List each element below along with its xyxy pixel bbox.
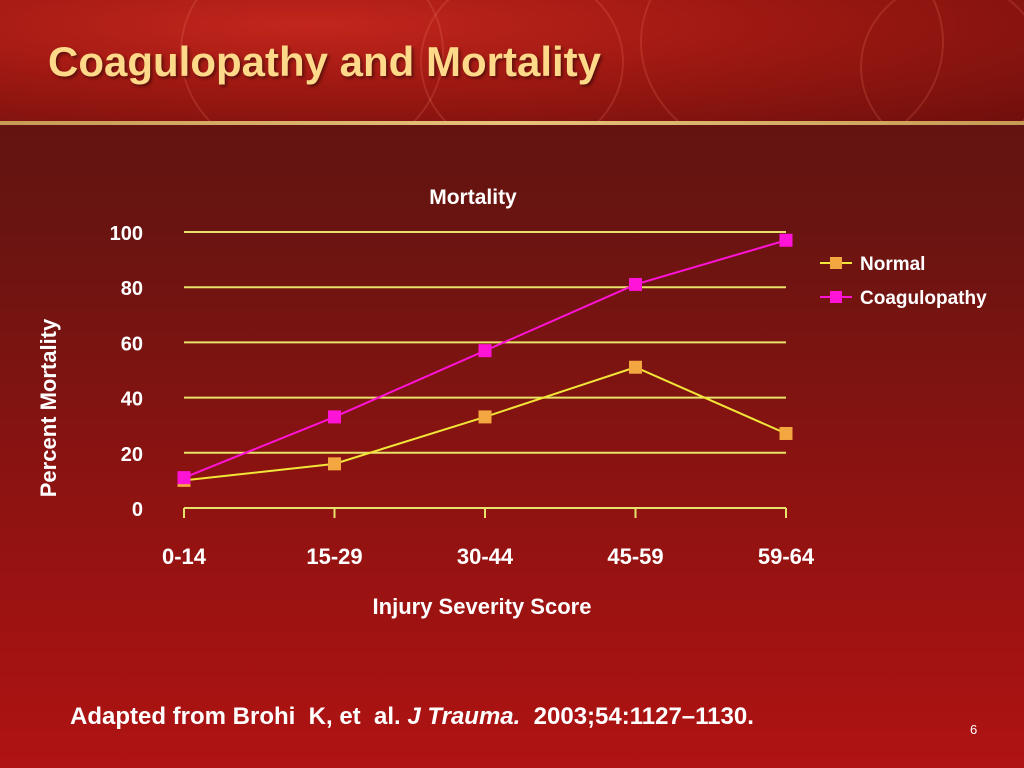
data-point-normal — [779, 426, 793, 440]
y-tick-label: 80 — [121, 278, 143, 300]
y-tick-label: 40 — [121, 389, 143, 411]
y-tick-label: 20 — [121, 444, 143, 466]
y-axis-label: Percent Mortality — [36, 318, 61, 497]
x-tick-label: 15-29 — [306, 544, 362, 569]
series-line-normal — [183, 366, 787, 482]
legend-marker-normal — [830, 257, 842, 269]
data-point-coagulopathy — [177, 471, 191, 485]
title-divider — [0, 121, 1024, 125]
title-banner: Coagulopathy and Mortality — [0, 0, 1024, 124]
citation-prefix: Adapted from Brohi K, et al. — [70, 703, 408, 730]
series-line-coagulopathy — [183, 239, 787, 479]
x-axis-label: Injury Severity Score — [373, 594, 592, 619]
data-point-coagulopathy — [779, 233, 793, 247]
y-tick-label: 0 — [132, 499, 143, 521]
citation-journal: J Trauma. — [407, 703, 521, 730]
x-tick-label: 45-59 — [607, 544, 663, 569]
data-point-coagulopathy — [629, 277, 642, 291]
data-point-normal — [328, 457, 341, 471]
slide-title: Coagulopathy and Mortality — [48, 38, 602, 85]
swirl-decoration — [860, 0, 1024, 124]
x-tick-label: 59-64 — [758, 544, 815, 569]
x-tick-label: 0-14 — [162, 544, 207, 569]
legend-label-normal: Normal — [860, 254, 925, 275]
legend-label-coagulopathy: Coagulopathy — [860, 288, 987, 309]
citation: Adapted from Brohi K, et al. J Trauma. 2… — [70, 703, 754, 731]
swirl-decoration — [420, 0, 624, 124]
legend-marker-coagulopathy — [830, 291, 842, 303]
slide-number: 6 — [970, 722, 978, 737]
data-point-coagulopathy — [478, 344, 492, 358]
data-point-coagulopathy — [328, 410, 341, 424]
y-tick-label: 100 — [110, 223, 143, 245]
x-tick-label: 30-44 — [457, 544, 514, 569]
chart-title: Mortality — [429, 186, 517, 209]
data-point-normal — [478, 410, 492, 424]
citation-suffix: 2003;54:1127–1130. — [520, 703, 754, 730]
data-point-normal — [629, 360, 642, 374]
y-tick-label: 60 — [121, 333, 143, 355]
